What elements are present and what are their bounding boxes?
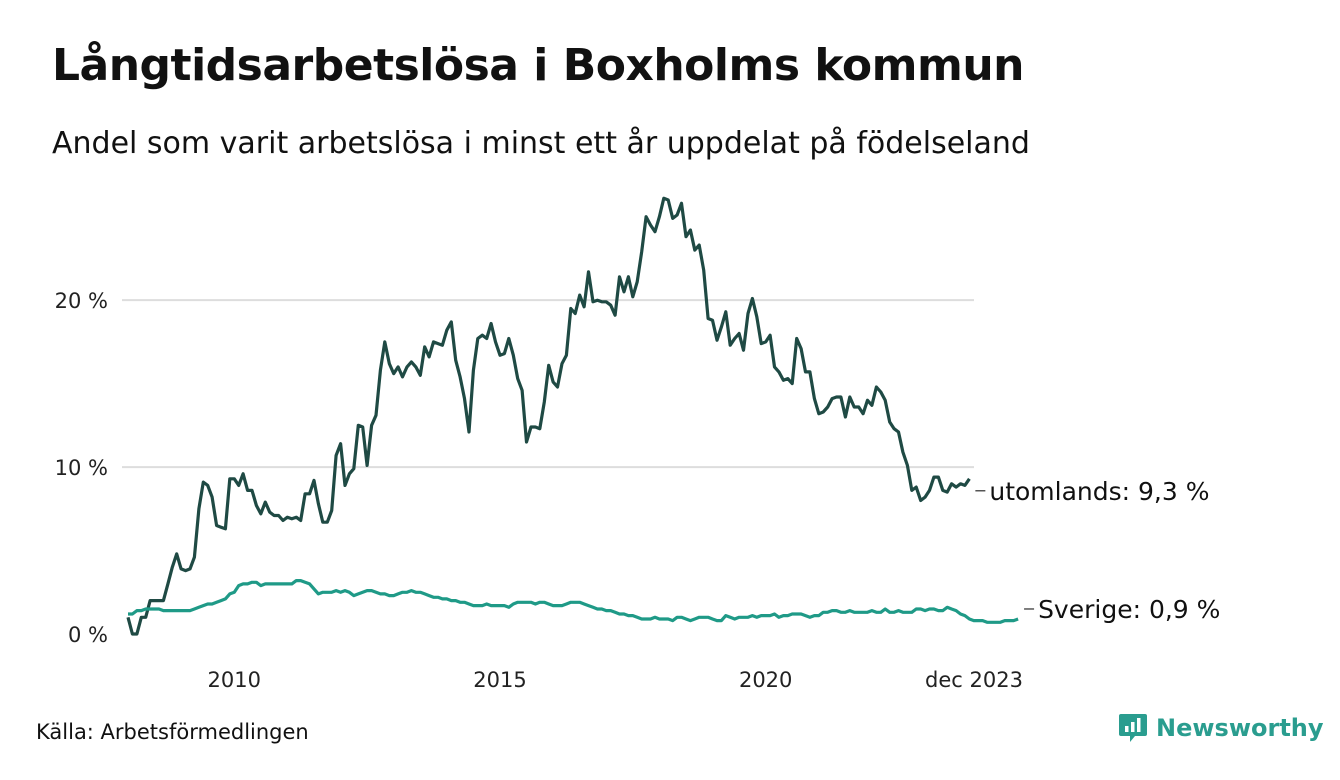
brand-name: Newsworthy — [1156, 714, 1324, 742]
y-tick-label: 10 % — [55, 456, 108, 480]
x-tick-label: dec 2023 — [925, 668, 1023, 692]
series-line-utomlands — [126, 196, 971, 636]
chart-subtitle: Andel som varit arbetslösa i minst ett å… — [52, 126, 1030, 161]
chart-title: Långtidsarbetslösa i Boxholms kommun — [52, 40, 1025, 91]
newsworthy-logo-icon — [1119, 714, 1147, 742]
source-note: Källa: Arbetsförmedlingen — [36, 720, 309, 744]
y-tick-label: 0 % — [68, 623, 108, 647]
end-label-sverige: Sverige: 0,9 % — [1038, 595, 1220, 624]
end-label-utomlands: utomlands: 9,3 % — [989, 477, 1209, 506]
x-tick-label: 2020 — [739, 668, 792, 692]
x-tick-label: 2015 — [473, 668, 526, 692]
series-line-sverige — [128, 579, 1019, 624]
brand[interactable]: Newsworthy — [1118, 712, 1324, 744]
x-tick-label: 2010 — [208, 668, 261, 692]
y-tick-label: 20 % — [55, 289, 108, 313]
